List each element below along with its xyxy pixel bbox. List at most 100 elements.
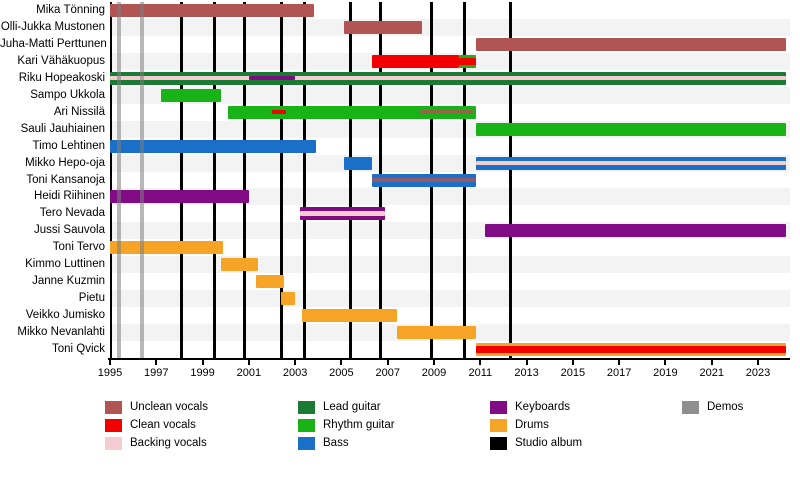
demo-line — [117, 2, 122, 358]
member-name-label: Sauli Jauhiainen — [20, 122, 105, 135]
y-axis-line — [110, 2, 112, 358]
role-bar-unclean — [420, 110, 474, 114]
legend-swatch-keys — [490, 401, 507, 414]
x-axis-tick — [294, 360, 297, 365]
x-axis-tick-label: 1997 — [144, 367, 169, 379]
member-name-label: Janne Kuzmin — [32, 275, 105, 288]
role-bar-keys — [484, 224, 786, 238]
role-bar-drums — [396, 326, 476, 340]
role-bar-drums — [221, 258, 259, 272]
studio-album-line — [349, 2, 353, 358]
legend-label-drums: Drums — [515, 419, 549, 431]
role-bar-drums — [281, 292, 296, 306]
studio-album-line — [302, 2, 306, 358]
role-bar-rhythm — [475, 122, 786, 136]
legend-label-rhythm: Rhythm guitar — [323, 419, 395, 431]
legend-swatch-lead — [298, 401, 315, 414]
studio-album-line — [279, 2, 283, 358]
member-name-label: Sampo Ukkola — [30, 88, 105, 101]
x-axis-tick — [664, 360, 667, 365]
member-name-label: Pietu — [78, 292, 105, 305]
member-name-label: Toni Qvick — [51, 343, 105, 356]
x-axis-tick-label: 2017 — [606, 367, 632, 379]
x-axis-tick-label: 2009 — [421, 367, 447, 379]
x-axis-tick — [386, 360, 389, 365]
member-name-label: Toni Kansanoja — [26, 173, 105, 186]
studio-album-line — [180, 2, 184, 358]
member-name-label: Kari Vähäkuopus — [17, 54, 105, 67]
member-name-label: Olli-Jukka Mustonen — [0, 20, 105, 33]
member-name-label: Mikko Nevanlahti — [17, 326, 105, 339]
legend-swatch-rhythm — [298, 419, 315, 432]
legend-label-lead: Lead guitar — [323, 401, 381, 413]
member-name-label: Kimmo Luttinen — [25, 258, 105, 271]
role-bar-unclean — [371, 178, 476, 182]
role-bar-rhythm — [228, 105, 476, 119]
legend-swatch-demo — [682, 401, 699, 414]
role-bar-unclean — [475, 37, 786, 51]
demo-line — [140, 2, 145, 358]
role-bar-bass — [110, 139, 316, 153]
x-axis-tick-label: 1999 — [190, 367, 215, 379]
role-bar-drums — [110, 241, 224, 255]
member-name-label: Heidi Riihinen — [34, 190, 105, 203]
x-axis-tick — [479, 360, 482, 365]
x-axis-tick — [710, 360, 713, 365]
x-axis-tick-label: 2001 — [236, 367, 262, 379]
member-name-label: Juha-Matti Perttunen — [0, 37, 107, 50]
role-bar-clean — [475, 346, 786, 354]
member-name-label: Mika Tönning — [36, 3, 105, 16]
role-bar-backing — [299, 211, 386, 216]
x-axis-tick-label: 2015 — [560, 367, 586, 379]
x-axis-tick-label: 2013 — [514, 367, 539, 379]
x-axis-tick — [247, 360, 250, 365]
role-bar-bass — [343, 156, 372, 170]
role-bar-rhythm — [160, 88, 222, 102]
role-bar-keys — [248, 75, 296, 81]
member-name-label: Mikko Hepo-oja — [25, 156, 105, 169]
x-axis-tick — [571, 360, 574, 365]
x-axis-tick — [109, 360, 111, 365]
legend-swatch-backing — [105, 437, 122, 450]
member-name-label: Jussi Sauvola — [34, 224, 105, 237]
role-bar-drums — [302, 309, 397, 323]
x-axis-tick-label: 2021 — [699, 367, 724, 379]
member-name-label: Toni Tervo — [52, 241, 105, 254]
legend-swatch-album — [490, 437, 507, 450]
role-bar-clean — [272, 109, 286, 115]
legend-label-keys: Keyboards — [515, 401, 570, 413]
legend-swatch-clean — [105, 419, 122, 432]
member-name-label: Ari Nissilä — [53, 105, 105, 118]
x-axis-tick — [340, 360, 343, 365]
role-bar-drums — [255, 275, 284, 289]
x-axis-tick-label: 1995 — [97, 367, 123, 379]
x-axis-tick-label: 2011 — [468, 367, 493, 379]
member-name-label: Timo Lehtinen — [32, 139, 105, 152]
x-axis-tick-label: 2005 — [329, 367, 354, 379]
x-axis-tick — [525, 360, 528, 365]
legend-label-bass: Bass — [323, 437, 349, 449]
x-axis-tick — [757, 360, 759, 365]
x-axis-tick — [618, 360, 621, 365]
member-name-label: Veikko Jumisko — [25, 309, 105, 322]
role-bar-backing — [110, 75, 786, 81]
legend-label-album: Studio album — [515, 437, 583, 449]
x-axis-tick — [201, 360, 204, 365]
legend-label-unclean: Unclean vocals — [130, 401, 208, 413]
role-bar-unclean — [110, 4, 314, 17]
role-bar-backing — [475, 160, 786, 166]
x-axis-tick — [155, 360, 158, 365]
legend-swatch-drums — [490, 419, 507, 432]
x-axis-tick-label: 2023 — [745, 367, 771, 379]
x-axis-tick — [433, 360, 435, 365]
studio-album-line — [212, 2, 216, 358]
role-bar-clean — [371, 54, 460, 68]
legend-swatch-bass — [298, 437, 315, 450]
role-bar-clean — [459, 57, 476, 65]
member-name-label: Riku Hopeakoski — [18, 71, 105, 84]
x-axis-tick-label: 2003 — [282, 367, 308, 379]
legend-label-backing: Backing vocals — [130, 437, 207, 449]
x-axis-tick-label: 2007 — [375, 367, 400, 379]
